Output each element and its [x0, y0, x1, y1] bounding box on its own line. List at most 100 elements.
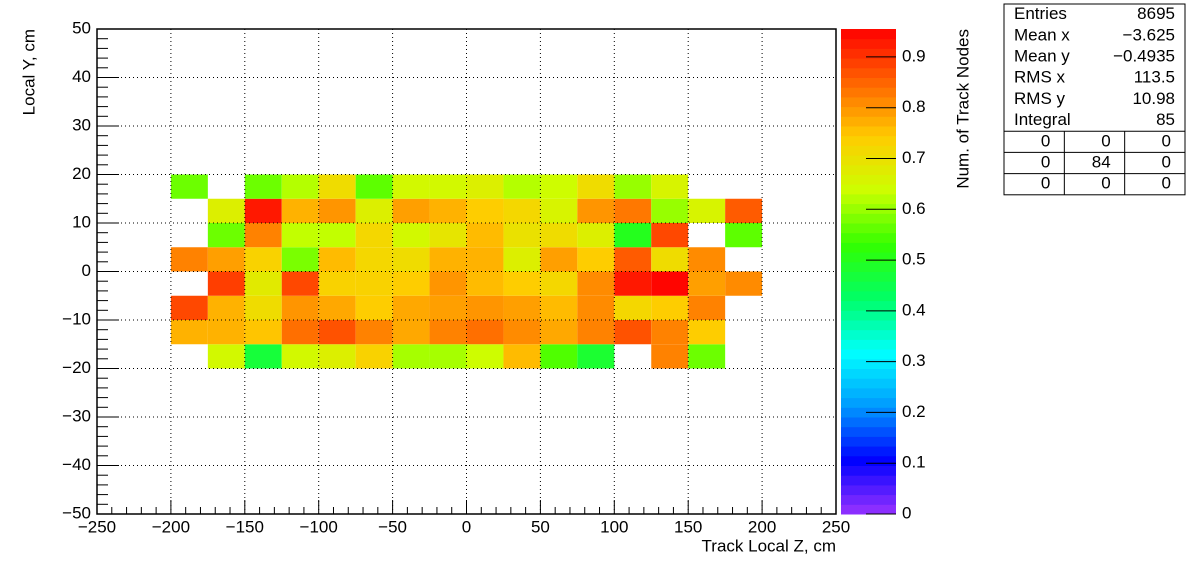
- x-tick-label: −250: [78, 517, 116, 536]
- stats-value: −0.4935: [1113, 46, 1175, 65]
- color-band: [841, 455, 896, 466]
- x-tick-label: −150: [226, 517, 264, 536]
- cell: [540, 320, 578, 345]
- cell: [392, 295, 430, 320]
- color-band: [841, 67, 896, 78]
- cell: [281, 198, 319, 223]
- x-tick-label: 150: [674, 517, 702, 536]
- cell: [651, 247, 689, 272]
- cell: [577, 198, 615, 223]
- z-tick-label: 0.3: [902, 351, 926, 370]
- cell: [318, 271, 356, 296]
- y-tick-label: 10: [72, 212, 91, 231]
- y-tick-label: 20: [72, 164, 91, 183]
- cell: [244, 174, 282, 199]
- cell: [281, 247, 319, 272]
- cell: [540, 174, 578, 199]
- cell: [429, 344, 467, 369]
- cell: [355, 174, 393, 199]
- color-band: [841, 242, 896, 253]
- cell: [318, 320, 356, 345]
- stats-label: Mean y: [1014, 46, 1070, 65]
- cell: [577, 344, 615, 369]
- color-band: [841, 465, 896, 476]
- stats-box: [1003, 3, 1186, 196]
- cell: [466, 344, 504, 369]
- color-band: [841, 397, 896, 408]
- cell: [392, 174, 430, 199]
- cell: [577, 174, 615, 199]
- cell: [207, 344, 245, 369]
- cell: [318, 247, 356, 272]
- cell: [540, 198, 578, 223]
- cell: [614, 223, 652, 248]
- cell: [429, 320, 467, 345]
- color-band: [841, 48, 896, 59]
- stats-cell: 0: [1101, 174, 1110, 193]
- color-band: [841, 261, 896, 272]
- cell: [540, 247, 578, 272]
- stats-label: Mean x: [1014, 25, 1070, 44]
- cell: [392, 320, 430, 345]
- stats-cell: 0: [1101, 131, 1110, 150]
- x-tick-label: 200: [748, 517, 776, 536]
- color-band: [841, 174, 896, 185]
- stats-value: 85: [1156, 110, 1175, 129]
- cell: [688, 247, 726, 272]
- cell: [466, 271, 504, 296]
- cell: [392, 344, 430, 369]
- cell: [466, 320, 504, 345]
- cell: [244, 320, 282, 345]
- stats-cell: 0: [1162, 131, 1171, 150]
- cell: [466, 223, 504, 248]
- cell: [281, 320, 319, 345]
- cell: [725, 271, 763, 296]
- cell: [577, 295, 615, 320]
- cell: [614, 295, 652, 320]
- cell: [614, 174, 652, 199]
- color-band: [841, 310, 896, 321]
- cell: [688, 271, 726, 296]
- color-band: [841, 87, 896, 98]
- cell: [577, 271, 615, 296]
- cell: [207, 198, 245, 223]
- y-tick-label: −40: [62, 455, 91, 474]
- x-tick-label: −200: [152, 517, 190, 536]
- cell: [503, 174, 541, 199]
- cell: [170, 247, 208, 272]
- color-band: [841, 504, 896, 515]
- cell: [355, 295, 393, 320]
- color-band: [841, 203, 896, 214]
- cell: [207, 247, 245, 272]
- cell: [355, 320, 393, 345]
- cell: [688, 320, 726, 345]
- cell: [540, 271, 578, 296]
- cell: [688, 344, 726, 369]
- cell: [392, 223, 430, 248]
- cell: [540, 223, 578, 248]
- stats-value: 8695: [1137, 4, 1175, 23]
- cell: [503, 223, 541, 248]
- z-tick-label: 0.2: [902, 402, 926, 421]
- cell: [651, 174, 689, 199]
- color-band: [841, 223, 896, 234]
- stats-label: Integral: [1014, 110, 1071, 129]
- cell: [688, 198, 726, 223]
- stats-cell: 0: [1162, 174, 1171, 193]
- z-tick-label: 0.1: [902, 453, 926, 472]
- cell: [651, 344, 689, 369]
- cell: [281, 223, 319, 248]
- color-band: [841, 494, 896, 505]
- y-tick-label: −10: [62, 309, 91, 328]
- color-band: [841, 232, 896, 243]
- cell: [355, 247, 393, 272]
- cell: [614, 271, 652, 296]
- cell: [651, 320, 689, 345]
- cell: [466, 247, 504, 272]
- cell: [281, 174, 319, 199]
- color-band: [841, 320, 896, 331]
- cell: [244, 295, 282, 320]
- cell: [318, 344, 356, 369]
- cell: [281, 271, 319, 296]
